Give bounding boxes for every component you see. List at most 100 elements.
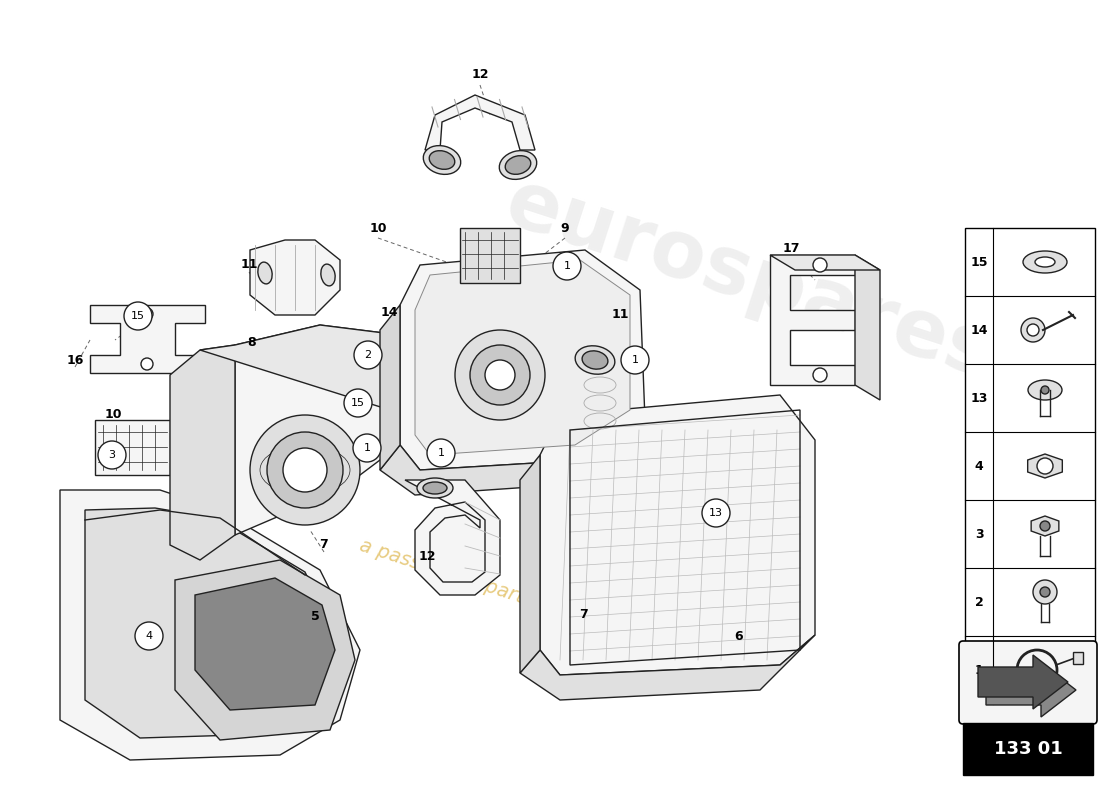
Ellipse shape [499,150,537,179]
Ellipse shape [417,478,453,498]
Text: 15: 15 [970,255,988,269]
Polygon shape [965,228,1094,704]
Text: 11: 11 [240,258,257,271]
Ellipse shape [1023,251,1067,273]
Ellipse shape [582,351,608,369]
Polygon shape [770,255,880,270]
Text: 9: 9 [561,222,570,234]
Polygon shape [770,255,855,385]
Circle shape [141,358,153,370]
FancyBboxPatch shape [962,723,1093,775]
Polygon shape [235,325,430,535]
Polygon shape [986,663,1076,717]
Ellipse shape [505,156,531,174]
Ellipse shape [424,146,461,174]
Polygon shape [855,255,880,400]
Polygon shape [1031,516,1059,536]
Circle shape [1021,318,1045,342]
Circle shape [1040,587,1050,597]
Text: 14: 14 [381,306,398,318]
Polygon shape [250,240,340,315]
Text: 3: 3 [975,527,983,541]
Circle shape [427,439,455,467]
Circle shape [267,432,343,508]
Ellipse shape [575,346,615,374]
Text: eurospares: eurospares [496,164,1004,396]
Ellipse shape [1035,257,1055,267]
Text: 1: 1 [975,663,983,677]
Ellipse shape [424,482,447,494]
Circle shape [1041,386,1049,394]
Polygon shape [978,655,1068,709]
Polygon shape [175,560,355,740]
Text: 12: 12 [418,550,436,562]
Text: 6: 6 [735,630,744,642]
Text: 1: 1 [563,261,571,271]
Polygon shape [195,578,336,710]
Text: 10: 10 [104,409,122,422]
Ellipse shape [321,264,336,286]
Text: 133 01: 133 01 [993,740,1063,758]
Circle shape [813,368,827,382]
Circle shape [1037,458,1053,474]
Circle shape [485,360,515,390]
Polygon shape [520,635,815,700]
Polygon shape [1027,454,1063,478]
Circle shape [455,330,544,420]
Text: 16: 16 [66,354,84,366]
Circle shape [283,448,327,492]
Polygon shape [1072,652,1084,664]
Ellipse shape [1028,380,1062,400]
Text: 1: 1 [438,448,444,458]
Circle shape [353,434,381,462]
Circle shape [1040,521,1050,531]
Polygon shape [379,305,400,470]
Circle shape [344,389,372,417]
Circle shape [124,302,152,330]
Ellipse shape [429,150,454,170]
Circle shape [1027,324,1040,336]
Text: 7: 7 [320,538,329,551]
Text: 5: 5 [310,610,319,622]
Polygon shape [425,95,535,150]
Ellipse shape [257,262,272,284]
Circle shape [702,499,730,527]
Polygon shape [405,480,500,595]
Text: 15: 15 [131,311,145,321]
Circle shape [621,346,649,374]
Text: 11: 11 [612,309,629,322]
Text: 3: 3 [109,450,116,460]
Circle shape [98,441,126,469]
Circle shape [813,258,827,272]
Text: 8: 8 [248,337,256,350]
Polygon shape [379,420,645,495]
Polygon shape [200,325,430,410]
Polygon shape [60,490,360,760]
Text: 10: 10 [370,222,387,234]
Text: 14: 14 [970,323,988,337]
Polygon shape [170,345,235,560]
Polygon shape [95,420,170,475]
Circle shape [354,341,382,369]
Circle shape [250,415,360,525]
Text: 17: 17 [782,242,800,254]
Circle shape [1033,580,1057,604]
Circle shape [141,308,153,320]
Polygon shape [520,455,540,673]
Polygon shape [90,305,205,373]
Polygon shape [85,508,340,738]
Circle shape [470,345,530,405]
Polygon shape [540,395,815,675]
Text: 13: 13 [970,391,988,405]
Text: 15: 15 [351,398,365,408]
Text: 4: 4 [975,459,983,473]
Circle shape [553,252,581,280]
Polygon shape [460,228,520,283]
FancyBboxPatch shape [959,641,1097,724]
Text: 4: 4 [145,631,153,641]
Text: 2: 2 [975,595,983,609]
Text: a passion for parts since 1985: a passion for parts since 1985 [358,535,644,645]
Polygon shape [415,260,630,455]
Polygon shape [400,250,645,470]
Text: 1: 1 [363,443,371,453]
